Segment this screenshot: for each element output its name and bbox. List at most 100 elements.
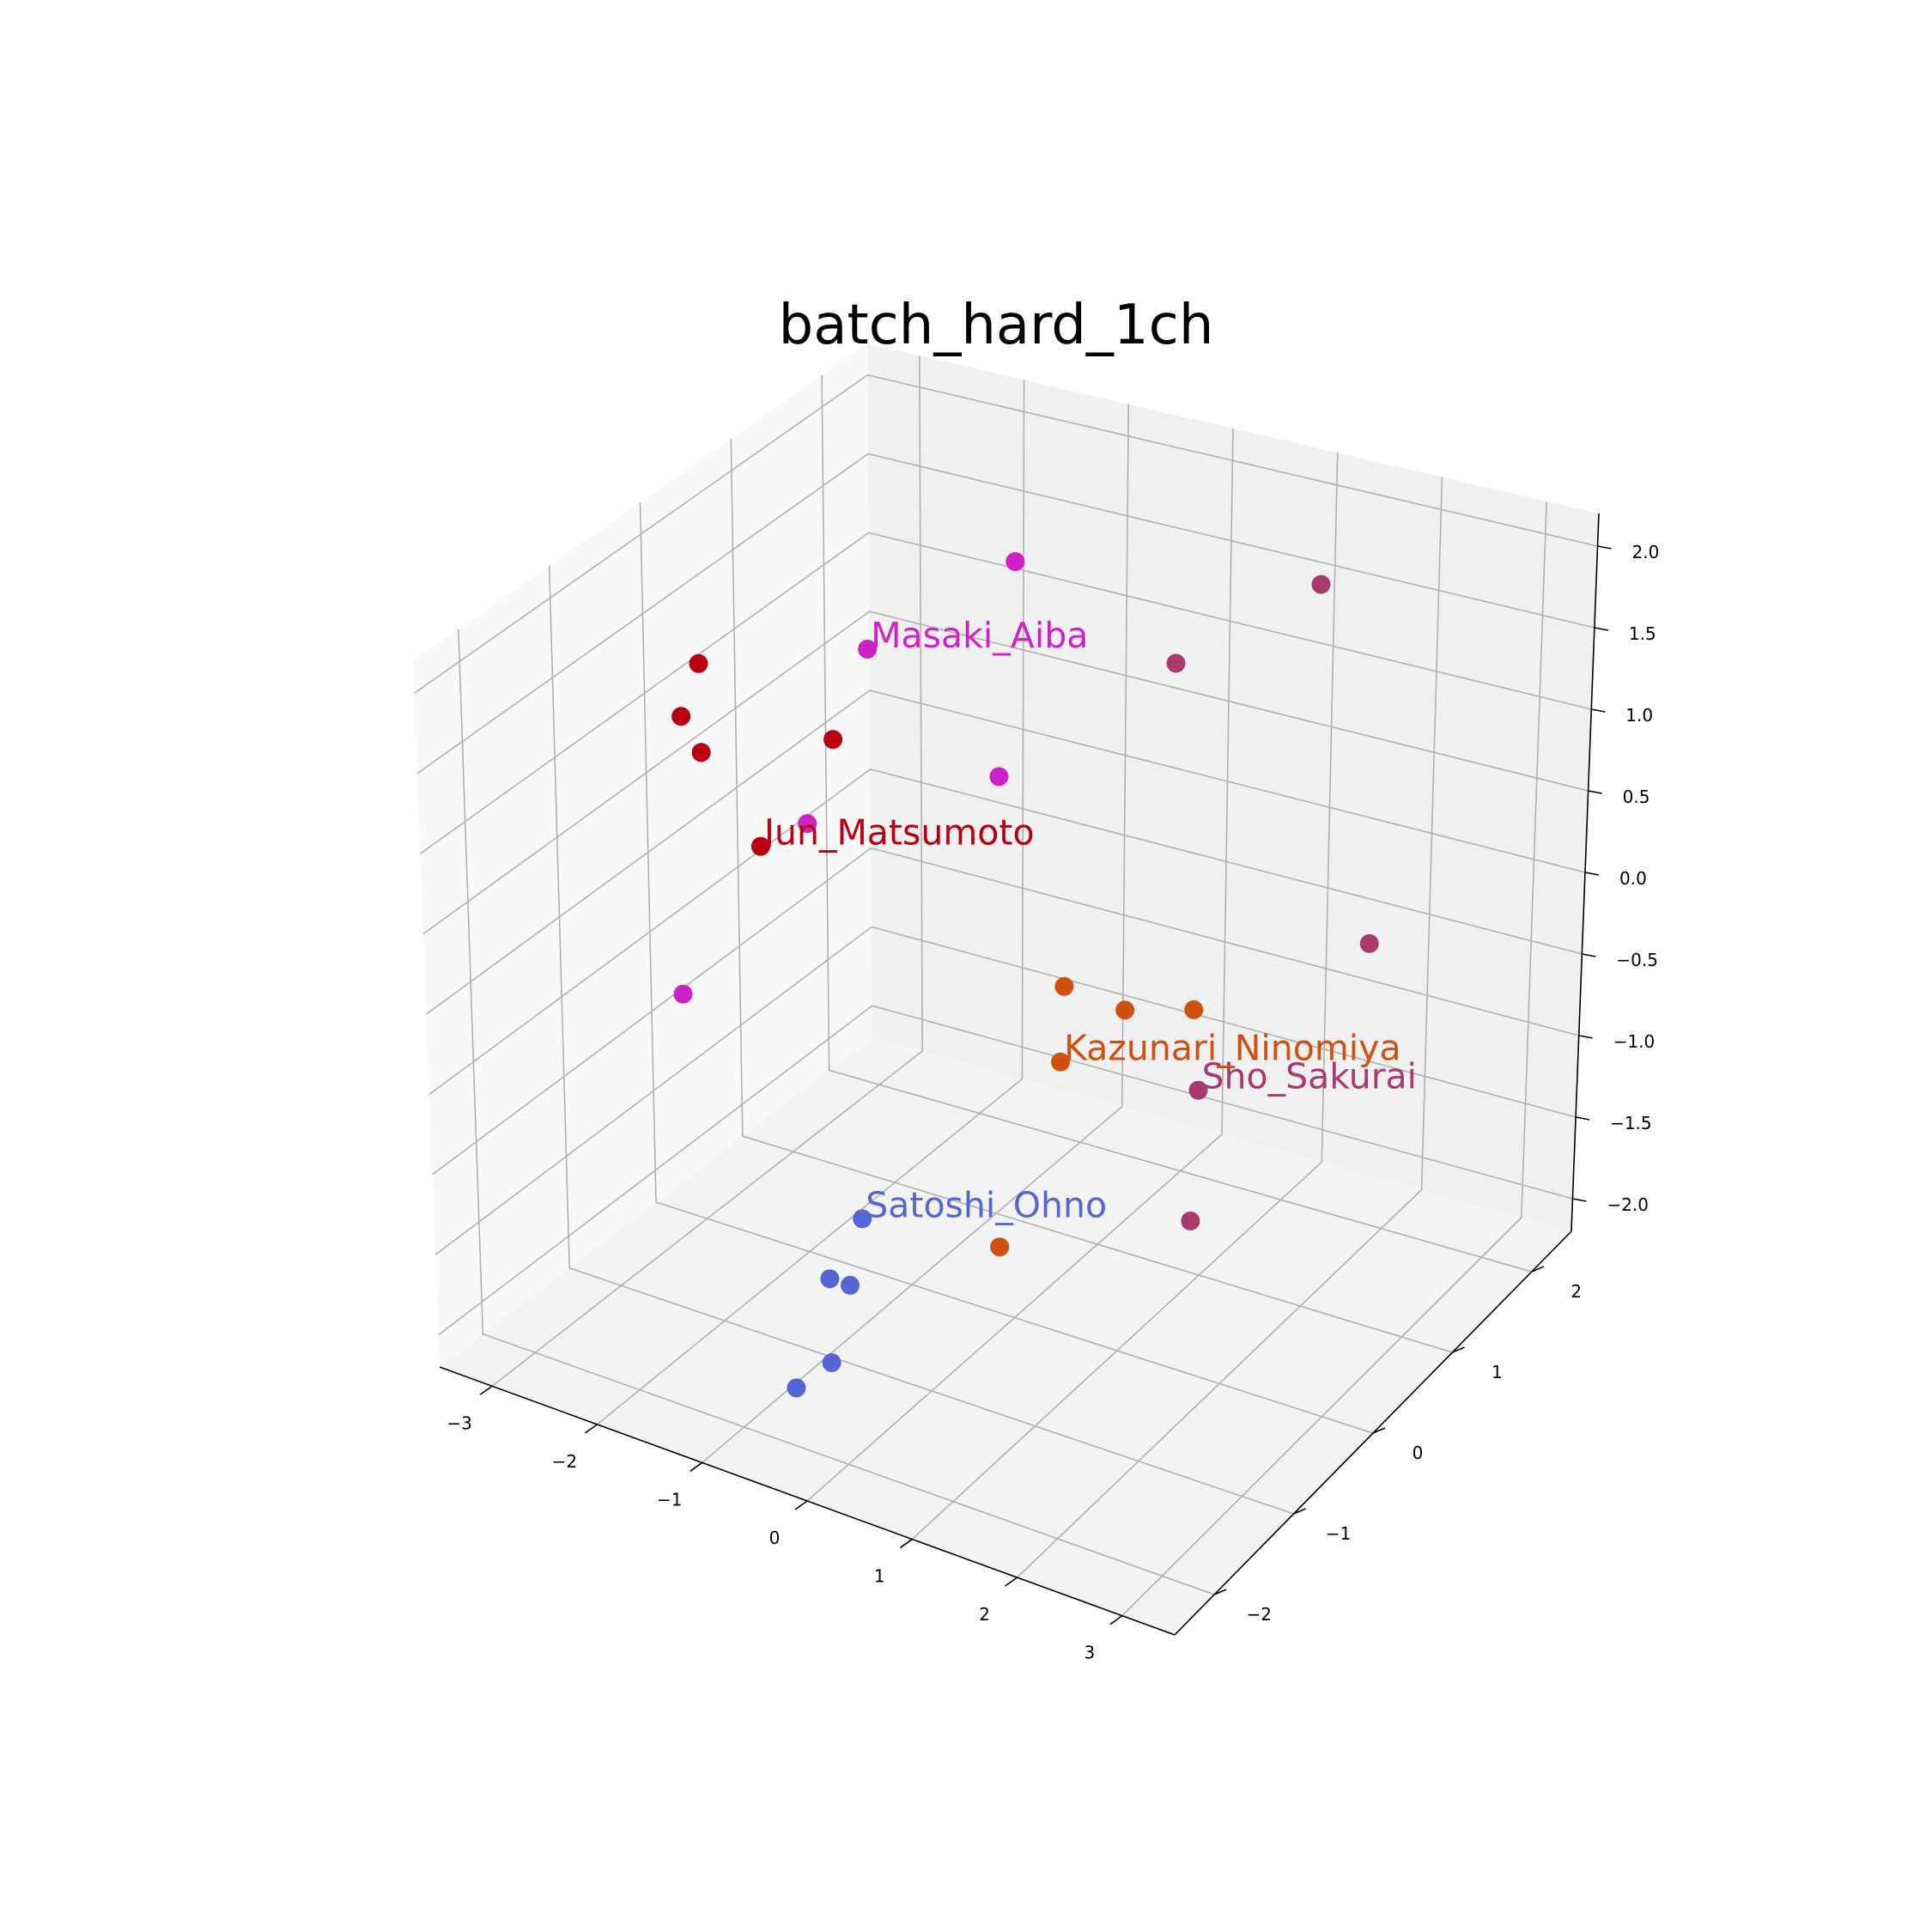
y-tick-mark bbox=[1372, 1427, 1386, 1434]
data-point bbox=[1181, 1211, 1200, 1230]
z-grid-line bbox=[413, 374, 1598, 695]
cluster-label: Satoshi_Ohno bbox=[866, 1184, 1107, 1225]
z-tick-mark bbox=[1594, 627, 1609, 631]
z-grid-line bbox=[428, 768, 1583, 1096]
data-point bbox=[673, 984, 693, 1004]
x-tick-mark bbox=[584, 1424, 598, 1434]
y-tick-mark bbox=[1452, 1346, 1465, 1353]
data-point bbox=[990, 1237, 1010, 1257]
data-point bbox=[1166, 653, 1186, 673]
data-point bbox=[798, 814, 817, 834]
x-grid-line bbox=[806, 428, 1234, 1502]
z-grid-line bbox=[432, 847, 1579, 1176]
data-point bbox=[1054, 976, 1074, 996]
x-grid-line bbox=[1121, 501, 1547, 1617]
data-point bbox=[858, 639, 878, 659]
z-grid-line bbox=[434, 926, 1577, 1255]
z-tick-label: 1.5 bbox=[1629, 623, 1656, 644]
z-tick-label: 1.0 bbox=[1625, 705, 1653, 726]
y-tick-label: −1 bbox=[1326, 1523, 1351, 1544]
x-tick-mark bbox=[899, 1538, 913, 1549]
z-tick-mark bbox=[1582, 953, 1596, 957]
data-points bbox=[671, 552, 1379, 1398]
y-tick-label: 0 bbox=[1413, 1443, 1424, 1463]
x-grid-line bbox=[911, 453, 1339, 1540]
z-tick-mark bbox=[1575, 1116, 1590, 1121]
data-point bbox=[787, 1378, 806, 1398]
x-tick-label: 1 bbox=[874, 1566, 885, 1587]
x-tick-label: 2 bbox=[979, 1604, 990, 1625]
z-tick-mark bbox=[1588, 790, 1602, 794]
cluster-label: Sho_Sakurai bbox=[1201, 1056, 1417, 1097]
y-tick-mark bbox=[1213, 1589, 1227, 1595]
x-tick-label: −2 bbox=[552, 1451, 577, 1472]
z-tick-label: 2.0 bbox=[1632, 542, 1660, 562]
left-pane bbox=[413, 343, 872, 1367]
z-tick-mark bbox=[1597, 545, 1612, 550]
axes: −3 −2 −1 0 1 2 3 −2 −1 0 1 2 −2.0 −1.5 −1.0 −0.5 0.0 0.5 1… bbox=[439, 513, 1660, 1663]
z-tick-mark bbox=[1578, 1035, 1593, 1039]
data-point bbox=[823, 730, 843, 750]
data-point bbox=[840, 1275, 860, 1295]
data-point bbox=[1359, 933, 1379, 953]
z-grid-line bbox=[438, 1005, 1573, 1336]
cluster-labels: Masaki_Aiba Jun_Matsumoto Sho_SakuraiKazun… bbox=[762, 615, 1417, 1225]
y-grid-line bbox=[821, 374, 1533, 1273]
data-point bbox=[689, 653, 708, 673]
data-point bbox=[822, 1353, 841, 1373]
x-grid-line bbox=[491, 355, 923, 1387]
y-grid-line bbox=[458, 629, 1215, 1595]
z-tick-mark bbox=[1584, 872, 1600, 876]
x-grid-line bbox=[596, 380, 1025, 1425]
cluster-label: Kazunari_Ninomiya bbox=[1064, 1028, 1401, 1069]
data-point bbox=[1051, 1052, 1071, 1072]
data-point bbox=[820, 1269, 840, 1289]
y-grid-line bbox=[639, 501, 1374, 1434]
z-tick-label: 0.0 bbox=[1619, 868, 1647, 889]
z-tick-label: −2.0 bbox=[1607, 1194, 1649, 1215]
z-grid-line bbox=[419, 532, 1592, 854]
x-grid-line bbox=[1017, 477, 1443, 1578]
z-tick-mark bbox=[1591, 708, 1606, 713]
x-tick-mark bbox=[794, 1500, 808, 1510]
data-point bbox=[691, 743, 711, 762]
x-grid-line bbox=[702, 404, 1130, 1464]
cluster-label: Jun_Matsumoto bbox=[762, 812, 1035, 854]
z-tick-label: −0.5 bbox=[1616, 950, 1658, 970]
data-point bbox=[989, 767, 1009, 787]
data-point bbox=[853, 1209, 872, 1229]
y-tick-label: −2 bbox=[1246, 1604, 1271, 1625]
y-grid-line bbox=[730, 438, 1453, 1353]
chart-title: batch_hard_1ch bbox=[779, 294, 1214, 357]
z-grid-line bbox=[422, 611, 1589, 935]
z-grid-line bbox=[426, 690, 1586, 1015]
y-tick-label: 1 bbox=[1492, 1362, 1503, 1382]
data-point bbox=[671, 707, 691, 726]
x-tick-label: −1 bbox=[657, 1489, 682, 1510]
data-point bbox=[1311, 574, 1331, 594]
y-tick-mark bbox=[1531, 1266, 1545, 1273]
data-point bbox=[750, 836, 770, 856]
cluster-label: Masaki_Aiba bbox=[871, 615, 1088, 656]
z-tick-label: 0.5 bbox=[1623, 787, 1650, 807]
data-point bbox=[1115, 1000, 1135, 1020]
data-point bbox=[1184, 999, 1204, 1019]
x-tick-mark bbox=[479, 1385, 493, 1395]
grid-lines bbox=[413, 355, 1598, 1617]
z-tick-mark bbox=[1572, 1198, 1587, 1202]
x-tick-mark bbox=[1109, 1615, 1123, 1625]
y-tick-mark bbox=[1293, 1508, 1306, 1515]
y-grid-line bbox=[548, 565, 1294, 1515]
x-tick-label: 3 bbox=[1084, 1643, 1095, 1663]
back-pane bbox=[867, 343, 1599, 1231]
floor-pane bbox=[440, 1037, 1571, 1635]
z-tick-label: −1.0 bbox=[1613, 1031, 1656, 1052]
x-tick-label: −3 bbox=[447, 1413, 471, 1433]
data-point bbox=[1005, 552, 1025, 572]
data-point bbox=[1188, 1080, 1208, 1100]
x-tick-mark bbox=[690, 1461, 703, 1473]
x-tick-mark bbox=[1005, 1577, 1018, 1587]
z-tick-label: −1.5 bbox=[1610, 1113, 1652, 1133]
z-grid-line bbox=[416, 453, 1595, 775]
